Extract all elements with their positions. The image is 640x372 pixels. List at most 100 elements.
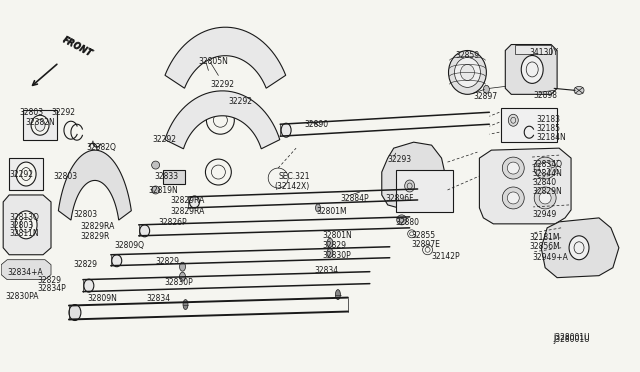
Text: 32890: 32890: [304, 120, 328, 129]
Text: 32293: 32293: [388, 155, 412, 164]
Ellipse shape: [483, 86, 490, 93]
Text: 32829R: 32829R: [81, 232, 110, 241]
Text: J328001U: J328001U: [553, 333, 589, 343]
Text: 32142P: 32142P: [431, 252, 460, 261]
Text: 32834P: 32834P: [37, 283, 66, 293]
Text: 32898: 32898: [533, 92, 557, 100]
Text: 32844N: 32844N: [532, 169, 562, 178]
Text: 32829: 32829: [322, 241, 346, 250]
Text: 32292: 32292: [9, 170, 33, 179]
Ellipse shape: [460, 64, 474, 80]
Bar: [515, 45, 551, 54]
Ellipse shape: [327, 238, 333, 247]
Text: 32833: 32833: [155, 172, 179, 181]
Text: 32805N: 32805N: [198, 58, 228, 67]
Text: 32829RA: 32829RA: [171, 207, 205, 216]
Text: 32803: 32803: [73, 210, 97, 219]
Text: 32382N: 32382N: [25, 118, 55, 127]
Text: 32897E: 32897E: [412, 240, 440, 249]
Text: 32834Q: 32834Q: [532, 160, 562, 169]
Text: 32949+A: 32949+A: [532, 253, 568, 262]
Circle shape: [534, 157, 556, 179]
Bar: [163, 170, 184, 184]
Text: 32382Q: 32382Q: [87, 143, 116, 152]
Text: 32880: 32880: [396, 218, 420, 227]
Text: 32826P: 32826P: [159, 218, 188, 227]
Text: 32897: 32897: [474, 92, 497, 101]
Text: FRONT: FRONT: [61, 35, 94, 58]
Text: 32830P: 32830P: [322, 251, 351, 260]
Ellipse shape: [15, 211, 37, 239]
Text: 32834+A: 32834+A: [7, 268, 43, 277]
Text: 32292: 32292: [211, 80, 234, 89]
Bar: [501, 108, 557, 142]
Polygon shape: [506, 45, 557, 94]
Circle shape: [508, 162, 519, 174]
Text: 32292: 32292: [51, 108, 75, 117]
Polygon shape: [23, 110, 57, 140]
Text: 32829N: 32829N: [532, 187, 562, 196]
Text: 32855: 32855: [412, 231, 436, 240]
Text: 32809Q: 32809Q: [115, 241, 145, 250]
Ellipse shape: [16, 162, 36, 186]
Text: 32803: 32803: [53, 172, 77, 181]
Text: FRONT: FRONT: [61, 35, 93, 58]
Text: 32830PA: 32830PA: [5, 292, 38, 301]
Polygon shape: [541, 218, 619, 278]
Text: (32142X): (32142X): [274, 182, 309, 191]
Text: 32840: 32840: [532, 178, 556, 187]
Ellipse shape: [84, 279, 94, 292]
Text: 32292: 32292: [152, 135, 177, 144]
Circle shape: [152, 186, 159, 194]
Ellipse shape: [69, 305, 81, 321]
Text: 32834: 32834: [147, 294, 171, 302]
Circle shape: [502, 187, 524, 209]
Bar: [396, 170, 454, 212]
Ellipse shape: [449, 51, 486, 94]
Text: 32859: 32859: [456, 51, 479, 60]
Text: 32819N: 32819N: [148, 186, 179, 195]
Ellipse shape: [31, 115, 49, 135]
Text: 32829RA: 32829RA: [171, 196, 205, 205]
Text: 32803: 32803: [9, 221, 33, 230]
Text: 32801N: 32801N: [322, 231, 352, 240]
Circle shape: [534, 187, 556, 209]
Text: 32829: 32829: [37, 276, 61, 285]
Circle shape: [539, 192, 551, 204]
Text: 32813Q: 32813Q: [9, 213, 39, 222]
Circle shape: [207, 106, 234, 134]
Ellipse shape: [35, 119, 45, 131]
Text: J328001U: J328001U: [553, 336, 589, 344]
Text: 32181M: 32181M: [529, 233, 560, 242]
Text: 32803: 32803: [19, 108, 44, 117]
Polygon shape: [58, 150, 131, 220]
Text: 32896F: 32896F: [386, 194, 414, 203]
Text: SEC.321: SEC.321: [278, 172, 310, 181]
Circle shape: [539, 162, 551, 174]
Ellipse shape: [404, 180, 415, 192]
Ellipse shape: [335, 290, 340, 299]
Text: 32809N: 32809N: [88, 294, 118, 302]
Ellipse shape: [281, 123, 291, 137]
Circle shape: [508, 192, 519, 204]
Text: 32811N: 32811N: [9, 229, 39, 238]
Ellipse shape: [140, 225, 150, 237]
Text: 32829: 32829: [73, 260, 97, 269]
Ellipse shape: [454, 58, 481, 87]
Ellipse shape: [574, 86, 584, 94]
Text: 32184N: 32184N: [536, 133, 566, 142]
Text: 32185: 32185: [536, 124, 560, 133]
Polygon shape: [165, 91, 280, 149]
Text: 32829RA: 32829RA: [81, 222, 115, 231]
Text: 32183: 32183: [536, 115, 560, 124]
Polygon shape: [9, 158, 43, 190]
Polygon shape: [1, 260, 51, 280]
Text: 32292: 32292: [228, 97, 252, 106]
Ellipse shape: [112, 255, 122, 267]
Circle shape: [205, 159, 231, 185]
Text: 32801M: 32801M: [316, 207, 347, 216]
Ellipse shape: [183, 299, 188, 310]
Circle shape: [502, 157, 524, 179]
Ellipse shape: [189, 196, 200, 208]
Text: 32829: 32829: [156, 257, 180, 266]
